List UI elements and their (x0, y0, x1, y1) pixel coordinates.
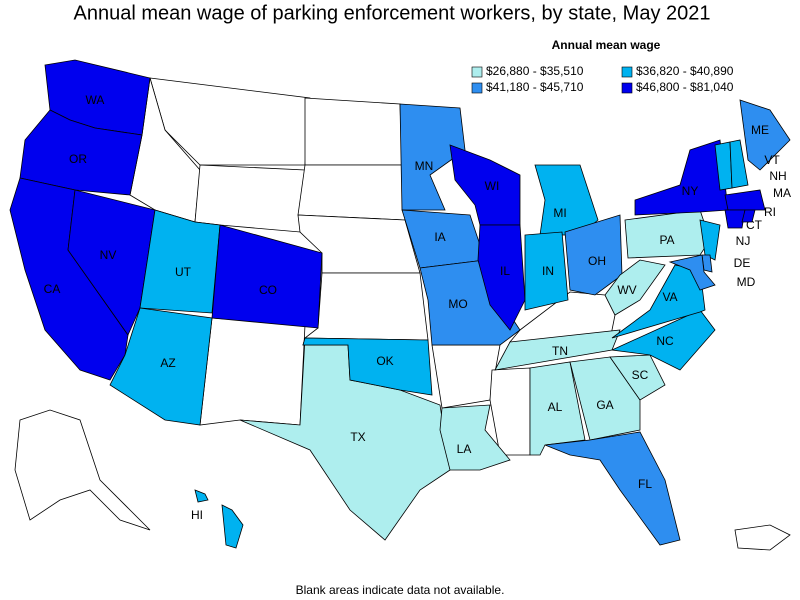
state-label: NJ (736, 234, 751, 248)
state-label: VT (764, 153, 780, 167)
state-label: WV (617, 283, 636, 297)
state (634, 139, 729, 216)
state-label: NH (769, 169, 786, 183)
state (729, 139, 749, 189)
state-label: HI (191, 508, 203, 522)
state (699, 219, 721, 261)
state-label: AL (548, 400, 563, 414)
state-label: TN (552, 344, 568, 358)
legend-label: $26,880 - $35,510 (486, 64, 584, 78)
state (741, 209, 756, 223)
state-label: OK (376, 354, 393, 368)
state-label: UT (175, 265, 192, 279)
map-title: Annual mean wage of parking enforcement … (73, 2, 710, 24)
state-label: IL (500, 264, 510, 278)
state (544, 431, 681, 546)
state-label: VA (662, 290, 677, 304)
legend-swatch (621, 82, 633, 94)
state (439, 404, 511, 471)
legend-label: $41,180 - $45,710 (486, 80, 584, 94)
state-blank (14, 409, 151, 531)
state (19, 109, 143, 196)
state-label: CA (44, 282, 61, 296)
states: WA OR CA NV UT CO AZ TX OK LA MN IA MO WI IL MI IN OH TN AL… (9, 59, 791, 549)
state-label: NC (656, 334, 674, 348)
state-label: IN (542, 264, 554, 278)
state-blank (489, 367, 531, 456)
state (194, 489, 244, 549)
state-label: TX (350, 430, 365, 444)
footnote: Blank areas indicate data not available. (296, 583, 505, 597)
state (724, 189, 766, 211)
state-label: MD (737, 275, 756, 289)
state (67, 189, 156, 336)
state-label: MA (773, 186, 791, 200)
state (524, 231, 569, 311)
legend-swatch (471, 82, 483, 94)
state (109, 307, 213, 426)
legend-label: $36,820 - $40,890 (636, 64, 734, 78)
state-label: CO (259, 283, 277, 297)
state-label: RI (764, 205, 776, 219)
legend-swatch (471, 66, 483, 78)
state-blank (303, 272, 429, 341)
state (604, 259, 666, 316)
state-blank (297, 164, 406, 221)
state-label: FL (638, 477, 652, 491)
state-label: OH (588, 254, 606, 268)
state-blank (304, 97, 403, 166)
state-label: LA (457, 442, 472, 456)
state (477, 224, 526, 331)
state (609, 354, 666, 401)
legend-swatch (621, 66, 633, 78)
state-label: ME (751, 123, 769, 137)
state (724, 209, 746, 229)
state-blank (194, 164, 306, 233)
state-label: MI (553, 206, 566, 220)
state (564, 214, 623, 296)
state-blank (734, 524, 791, 551)
state (668, 254, 716, 291)
state-label: MO (448, 297, 467, 311)
state (211, 224, 323, 329)
state-blank (199, 317, 306, 426)
state (739, 99, 791, 171)
state-label: AZ (160, 356, 175, 370)
state-label: MN (415, 159, 434, 173)
legend-title: Annual mean wage (552, 38, 661, 52)
state-label: DE (734, 256, 751, 270)
state-label: WI (485, 179, 500, 193)
state-label: GA (596, 398, 613, 412)
state-label: OR (69, 152, 87, 166)
state-label: IA (434, 230, 445, 244)
state-label: SC (632, 368, 649, 382)
state (569, 356, 641, 441)
legend-label: $46,800 - $81,040 (636, 80, 734, 94)
state-label: NV (100, 248, 117, 262)
state (302, 337, 433, 396)
state-label: PA (659, 233, 674, 247)
state-label: NY (682, 184, 699, 198)
state-label: WA (86, 93, 105, 107)
legend: $26,880 - $35,510 $36,820 - $40,890 $41,18… (471, 64, 734, 94)
